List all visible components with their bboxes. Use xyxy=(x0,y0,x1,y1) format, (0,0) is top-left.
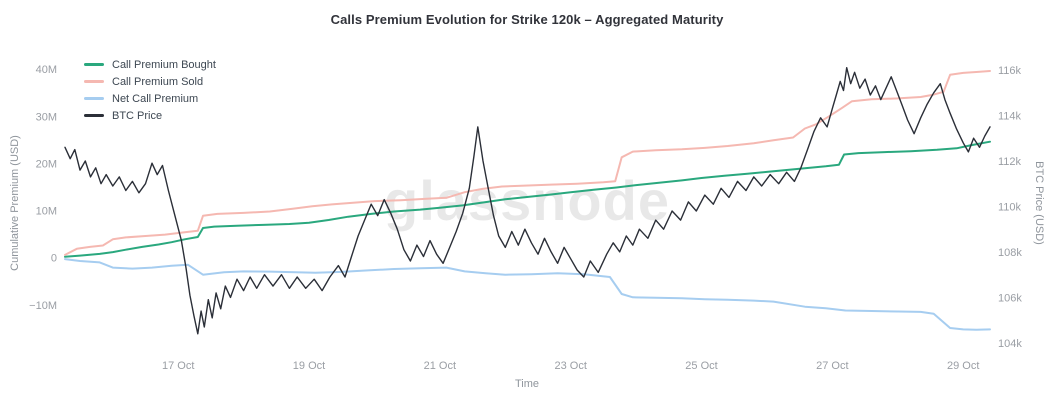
x-tick-label: 25 Oct xyxy=(685,360,717,372)
left-axis-title: Cumulative Premium (USD) xyxy=(9,135,21,271)
legend-label-call-premium-sold: Call Premium Sold xyxy=(112,75,204,88)
series-line-btc-price xyxy=(64,66,991,335)
x-axis-title: Time xyxy=(514,378,540,390)
right-tick-label: 104k xyxy=(998,338,1022,350)
legend-item-btc-price[interactable]: BTC Price xyxy=(84,107,216,124)
legend-label-call-premium-bought: Call Premium Bought xyxy=(112,58,216,71)
left-tick-label: −10M xyxy=(29,300,57,312)
left-tick-label: 30M xyxy=(36,111,57,123)
legend-label-net-call-premium: Net Call Premium xyxy=(112,92,199,105)
x-tick-label: 21 Oct xyxy=(424,360,456,372)
legend: Call Premium Bought Call Premium Sold Net … xyxy=(84,56,216,124)
right-tick-label: 106k xyxy=(998,292,1022,304)
right-tick-label: 110k xyxy=(998,202,1022,214)
right-tick-label: 108k xyxy=(998,247,1022,259)
left-tick-label: 20M xyxy=(36,158,57,170)
left-tick-label: 0 xyxy=(51,253,57,265)
chart-title: Calls Premium Evolution for Strike 120k … xyxy=(330,12,724,27)
series-line-call-premium-bought xyxy=(64,140,991,258)
legend-item-call-premium-bought[interactable]: Call Premium Bought xyxy=(84,56,216,73)
legend-label-btc-price: BTC Price xyxy=(112,109,163,122)
legend-swatch-call-premium-bought xyxy=(84,63,104,66)
legend-swatch-btc-price xyxy=(84,114,104,117)
series-line-call-premium-sold xyxy=(64,70,991,256)
x-tick-label: 27 Oct xyxy=(816,360,848,372)
x-tick-label: 23 Oct xyxy=(554,360,586,372)
legend-swatch-net-call-premium xyxy=(84,97,104,100)
right-axis-title: BTC Price (USD) xyxy=(1033,161,1045,245)
legend-swatch-call-premium-sold xyxy=(84,80,104,83)
left-tick-label: 40M xyxy=(36,64,57,76)
legend-item-call-premium-sold[interactable]: Call Premium Sold xyxy=(84,73,216,90)
x-tick-label: 19 Oct xyxy=(293,360,325,372)
series-line-net-call-premium xyxy=(64,258,991,331)
x-tick-label: 17 Oct xyxy=(162,360,194,372)
right-tick-label: 116k xyxy=(998,65,1022,77)
left-tick-label: 10M xyxy=(36,206,57,218)
x-tick-label: 29 Oct xyxy=(947,360,979,372)
legend-item-net-call-premium[interactable]: Net Call Premium xyxy=(84,90,216,107)
right-tick-label: 114k xyxy=(998,111,1022,123)
watermark: glassnode xyxy=(384,169,670,232)
right-tick-label: 112k xyxy=(998,156,1022,168)
